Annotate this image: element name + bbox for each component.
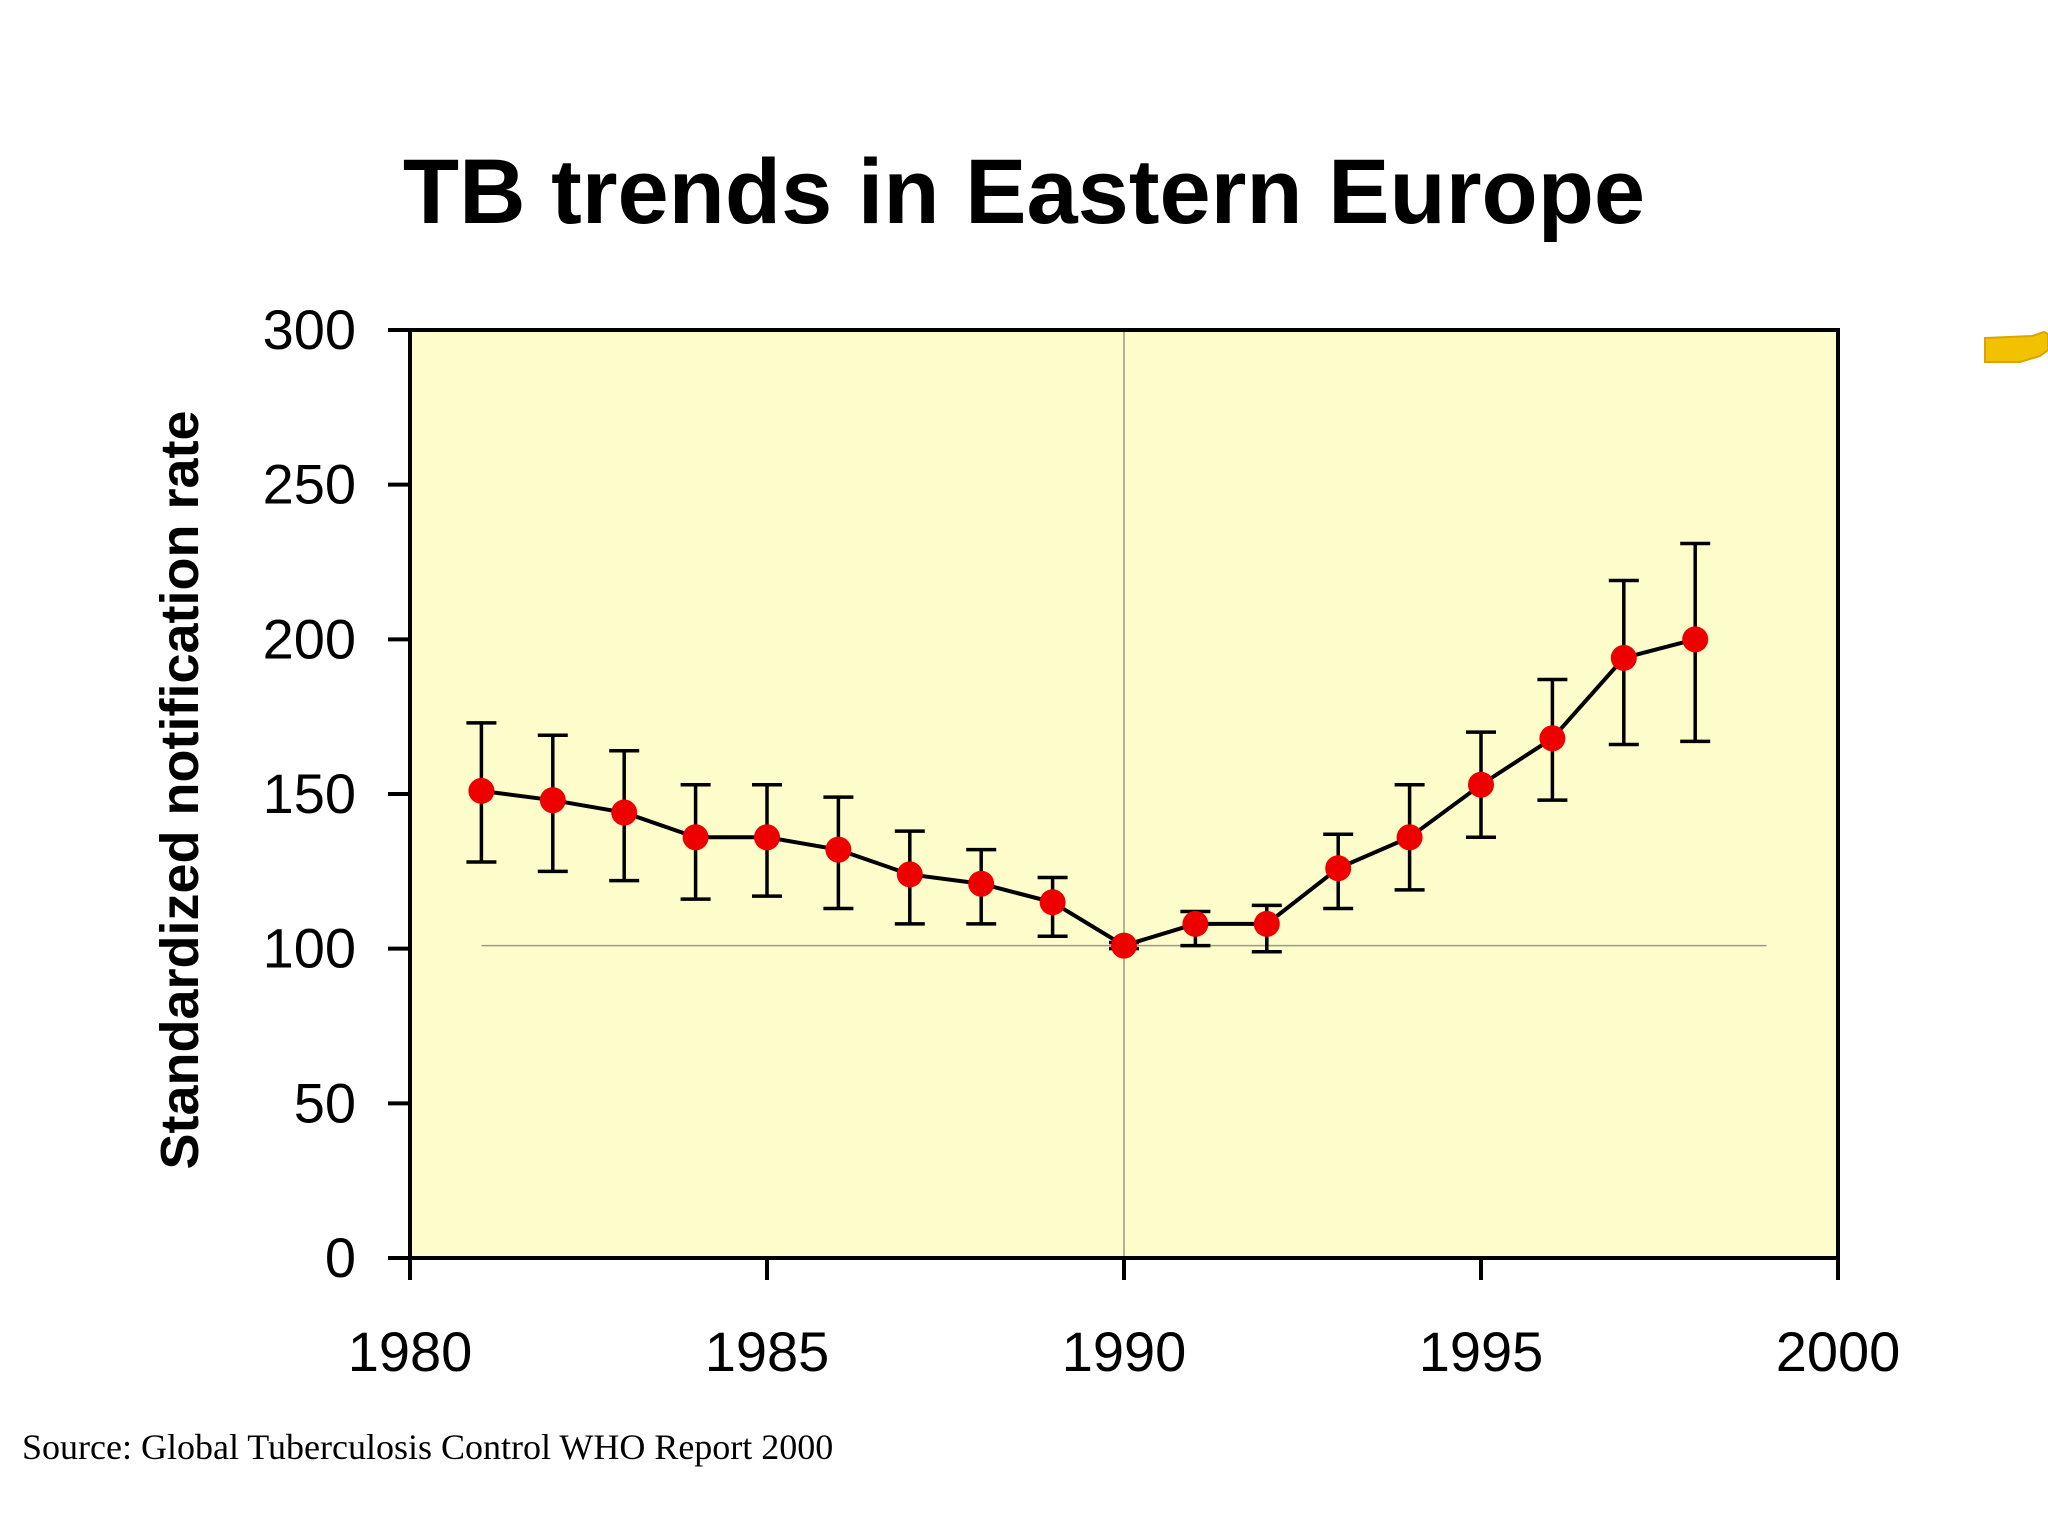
data-point [1111,932,1137,959]
x-tick-label: 1980 [348,1320,473,1383]
data-point [1253,910,1280,937]
data-point [1396,824,1423,851]
y-tick-label: 150 [263,762,356,825]
data-point [611,799,638,826]
x-tick-label: 1990 [1062,1320,1187,1383]
y-tick-label: 0 [325,1226,356,1289]
y-tick-label: 100 [263,917,356,980]
x-tick-label: 2000 [1776,1320,1901,1383]
y-axis-label: Standardized notification rate [150,410,210,1169]
y-tick-label: 50 [294,1071,356,1134]
x-tick-label: 1995 [1419,1320,1544,1383]
data-point [1682,626,1709,653]
source-note: Source: Global Tuberculosis Control WHO … [22,1427,834,1467]
data-point [825,836,852,863]
data-point [539,787,566,814]
data-point [896,861,923,888]
data-point [1610,644,1637,671]
x-tick-label: 1985 [705,1320,830,1383]
y-tick-label: 200 [263,607,356,670]
data-point [1539,725,1566,752]
data-point [1468,771,1494,798]
data-point [1182,910,1209,937]
data-point [1039,889,1066,916]
chart-title: TB trends in Eastern Europe [402,141,1646,243]
data-point [682,824,709,851]
data-point [468,777,495,804]
data-point [1325,855,1352,882]
y-tick-label: 250 [263,453,356,516]
y-tick-label: 300 [263,298,356,361]
data-point [968,870,995,897]
pointer-hand-icon [1984,330,2048,363]
data-point [754,824,780,851]
